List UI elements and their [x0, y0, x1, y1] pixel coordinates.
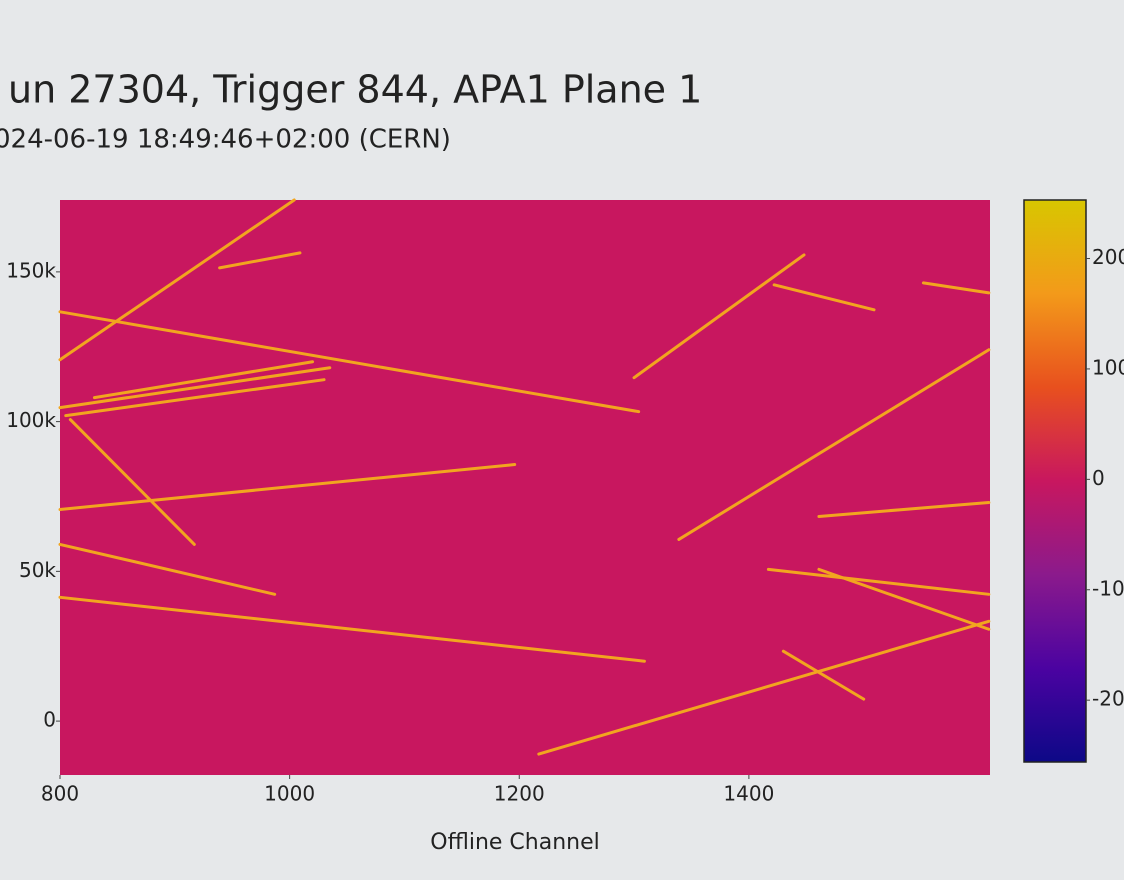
- track: [58, 463, 517, 511]
- colorbar-tick-label: -200: [1092, 687, 1124, 711]
- track: [218, 251, 302, 270]
- track: [766, 567, 991, 596]
- track: [817, 500, 991, 518]
- colorbar-tick-label: -100: [1092, 576, 1124, 600]
- track: [58, 198, 296, 362]
- x-axis-label: Offline Channel: [430, 830, 600, 855]
- x-tick-label: 1400: [723, 782, 774, 806]
- track: [677, 348, 991, 541]
- track: [68, 418, 196, 546]
- track: [817, 567, 991, 631]
- track: [632, 253, 806, 380]
- colorbar-tick-label: 200: [1092, 245, 1124, 269]
- x-tick-label: 1000: [264, 782, 315, 806]
- track: [58, 366, 332, 410]
- x-tick-label: 1200: [494, 782, 545, 806]
- track: [772, 283, 876, 312]
- track: [92, 360, 315, 400]
- chart-subtitle: 024-06-19 18:49:46+02:00 (CERN): [0, 125, 451, 155]
- y-tick-label: 100k: [6, 408, 56, 432]
- y-tick-label: 0: [43, 708, 56, 732]
- colorbar-tick-label: 100: [1092, 355, 1124, 379]
- heatmap-background: [60, 200, 990, 775]
- track: [781, 649, 866, 701]
- track: [58, 542, 277, 596]
- track: [58, 310, 641, 414]
- y-tick-label: 150k: [6, 258, 56, 282]
- track: [64, 378, 326, 418]
- colorbar: [1023, 199, 1087, 763]
- colorbar-tick-label: 0: [1092, 466, 1105, 490]
- y-tick-label: 50k: [19, 558, 56, 582]
- track: [921, 281, 991, 295]
- chart-title: un 27304, Trigger 844, APA1 Plane 1: [8, 68, 702, 112]
- x-tick-label: 800: [41, 782, 79, 806]
- track: [58, 595, 646, 663]
- track: [537, 619, 991, 756]
